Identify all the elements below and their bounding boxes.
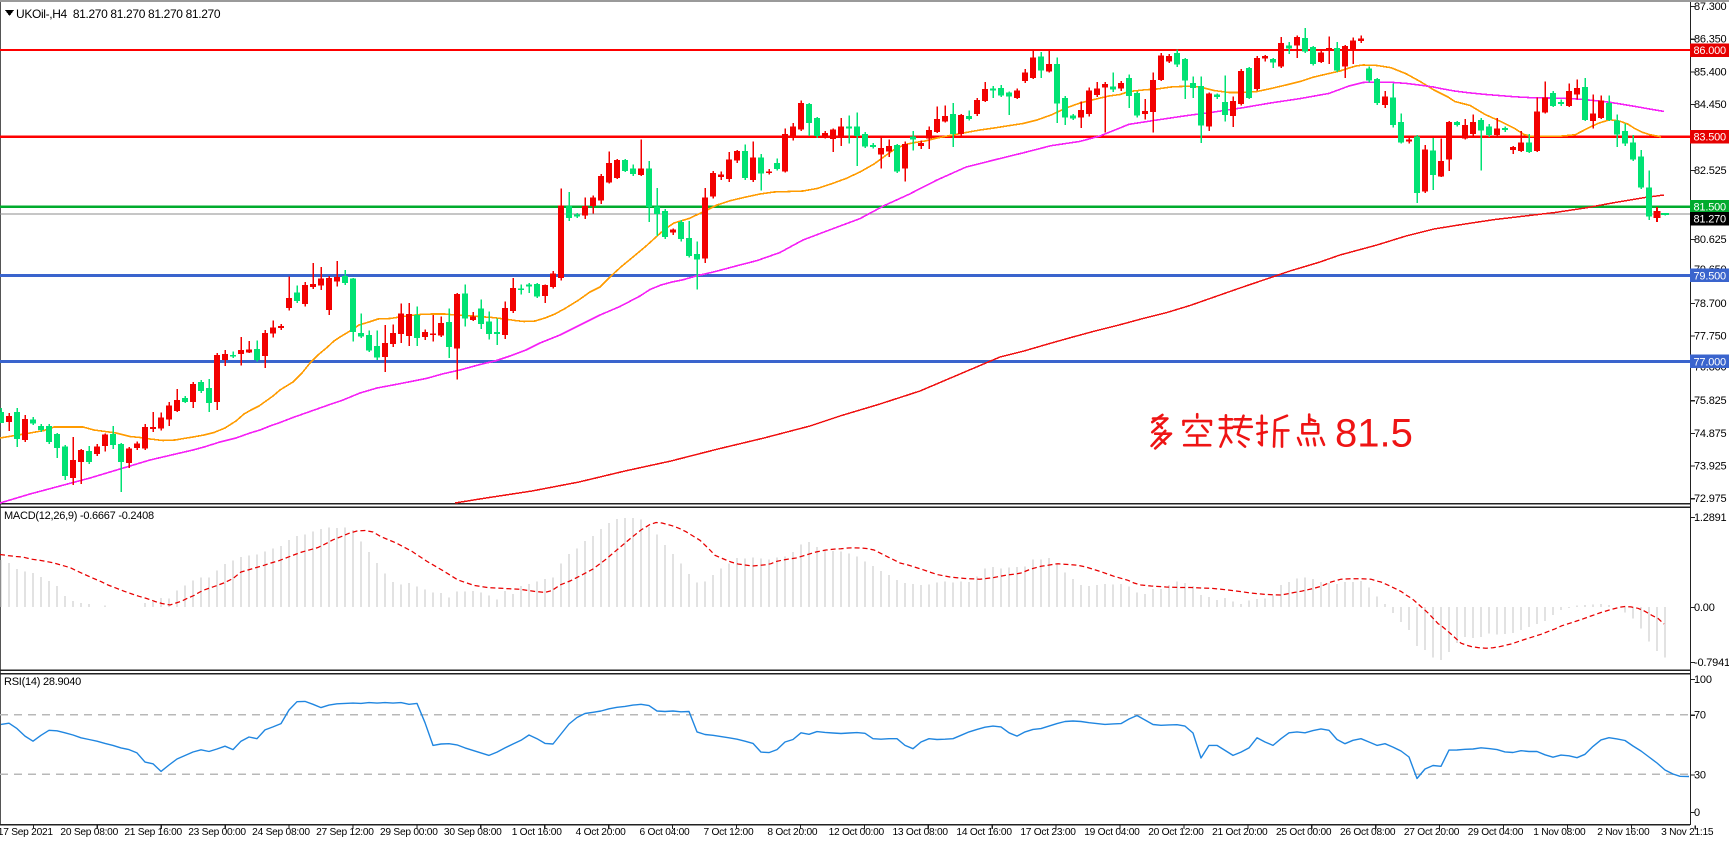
svg-text:80.625: 80.625 [1694,234,1727,246]
svg-text:MACD(12,26,9) -0.6667 -0.2408: MACD(12,26,9) -0.6667 -0.2408 [4,510,154,522]
svg-text:77.750: 77.750 [1694,331,1727,343]
svg-text:77.000: 77.000 [1694,356,1727,368]
svg-text:8 Oct 20:00: 8 Oct 20:00 [767,827,818,838]
svg-text:20 Oct 12:00: 20 Oct 12:00 [1148,827,1204,838]
svg-text:86.000: 86.000 [1694,45,1727,57]
svg-text:25 Oct 00:00: 25 Oct 00:00 [1276,827,1332,838]
svg-text:21 Sep 16:00: 21 Sep 16:00 [124,827,182,838]
svg-text:20 Sep 08:00: 20 Sep 08:00 [60,827,118,838]
svg-text:27 Sep 12:00: 27 Sep 12:00 [316,827,374,838]
svg-text:81.500: 81.500 [1694,202,1727,214]
svg-text:17 Sep 2021: 17 Sep 2021 [0,827,53,838]
svg-text:75.825: 75.825 [1694,395,1727,407]
svg-text:30: 30 [1694,769,1706,781]
svg-text:21 Oct 20:00: 21 Oct 20:00 [1212,827,1268,838]
svg-text:30 Sep 08:00: 30 Sep 08:00 [444,827,502,838]
svg-text:RSI(14) 28.9040: RSI(14) 28.9040 [4,676,81,688]
svg-text:17 Oct 23:00: 17 Oct 23:00 [1020,827,1076,838]
svg-text:2 Nov 16:00: 2 Nov 16:00 [1597,827,1650,838]
svg-text:4 Oct 20:00: 4 Oct 20:00 [576,827,627,838]
svg-text:1 Oct 16:00: 1 Oct 16:00 [512,827,563,838]
svg-text:74.875: 74.875 [1694,428,1727,440]
svg-text:29 Sep 00:00: 29 Sep 00:00 [380,827,438,838]
svg-text:12 Oct 00:00: 12 Oct 00:00 [829,827,885,838]
svg-text:81.270: 81.270 [1694,214,1727,226]
svg-text:78.700: 78.700 [1694,298,1727,310]
svg-text:85.400: 85.400 [1694,66,1727,78]
svg-text:86.350: 86.350 [1694,34,1727,46]
svg-text:1 Nov 08:00: 1 Nov 08:00 [1533,827,1586,838]
svg-text:72.975: 72.975 [1694,493,1727,505]
svg-text:79.500: 79.500 [1694,270,1727,282]
svg-text:84.450: 84.450 [1694,99,1727,111]
svg-text:UKOil-,H4 81.270 81.270 81.27: UKOil-,H4 81.270 81.270 81.270 81.270 [16,7,221,21]
svg-text:27 Oct 20:00: 27 Oct 20:00 [1404,827,1460,838]
svg-text:82.525: 82.525 [1694,165,1727,177]
svg-text:23 Sep 00:00: 23 Sep 00:00 [188,827,246,838]
svg-text:100: 100 [1694,674,1712,686]
svg-text:7 Oct 12:00: 7 Oct 12:00 [703,827,754,838]
svg-text:0: 0 [1694,807,1700,819]
svg-text:87.300: 87.300 [1694,1,1727,13]
svg-text:0.00: 0.00 [1694,602,1715,614]
svg-text:29 Oct 04:00: 29 Oct 04:00 [1468,827,1524,838]
svg-text:1.2891: 1.2891 [1694,512,1727,524]
svg-text:83.500: 83.500 [1694,132,1727,144]
svg-text:3 Nov 21:15: 3 Nov 21:15 [1661,827,1714,838]
svg-text:81.5: 81.5 [1335,412,1413,456]
svg-text:70: 70 [1694,710,1706,722]
svg-text:26 Oct 08:00: 26 Oct 08:00 [1340,827,1396,838]
svg-text:14 Oct 16:00: 14 Oct 16:00 [956,827,1012,838]
svg-text:13 Oct 08:00: 13 Oct 08:00 [893,827,949,838]
svg-text:73.925: 73.925 [1694,461,1727,473]
svg-text:24 Sep 08:00: 24 Sep 08:00 [252,827,310,838]
svg-text:6 Oct 04:00: 6 Oct 04:00 [640,827,691,838]
svg-text:19 Oct 04:00: 19 Oct 04:00 [1084,827,1140,838]
svg-text:-0.7941: -0.7941 [1694,657,1729,669]
